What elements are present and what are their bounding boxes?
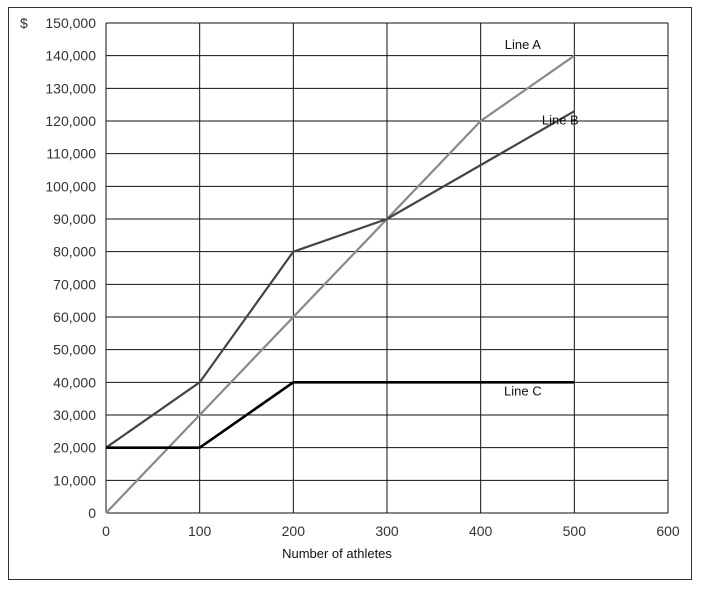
y-tick-label: 80,000: [53, 244, 96, 260]
chart-frame: [8, 7, 692, 580]
y-tick-label: 120,000: [45, 113, 96, 129]
x-tick-label: 500: [563, 523, 587, 539]
y-tick-label: 10,000: [53, 472, 96, 488]
y-tick-label: 110,000: [46, 146, 96, 162]
y-axis-currency-prefix: $: [20, 15, 28, 31]
x-tick-label: 400: [469, 523, 493, 539]
y-tick-label: 20,000: [53, 440, 96, 456]
series-labels: Line A Line B Line C: [504, 37, 579, 398]
y-tick-label: 140,000: [45, 48, 96, 64]
series-label-c: Line C: [504, 383, 542, 398]
y-tick-label: 60,000: [53, 309, 96, 325]
x-axis-ticks: 0 100 200 300 400 500 600: [102, 523, 680, 539]
x-tick-label: 100: [188, 523, 212, 539]
series-line-a: [105, 54, 575, 514]
y-tick-label: 50,000: [53, 342, 96, 358]
series-lines: [105, 54, 575, 514]
y-tick-label: 30,000: [53, 407, 96, 423]
y-tick-label: 90,000: [53, 211, 96, 227]
y-tick-label: 130,000: [45, 80, 96, 96]
y-tick-label: 150,000: [45, 15, 96, 31]
y-tick-label: 40,000: [53, 374, 96, 390]
y-tick-label: 0: [88, 505, 96, 521]
x-tick-label: 0: [102, 523, 110, 539]
grid: [105, 22, 669, 514]
y-axis-ticks: 0 10,000 20,000 30,000 40,000 50,000 60,000 70,…: [45, 15, 96, 521]
series-line-c: [106, 381, 575, 449]
x-tick-label: 600: [656, 523, 680, 539]
x-axis-title: Number of athletes: [282, 546, 392, 561]
series-label-a: Line A: [505, 37, 541, 52]
series-label-b: Line B: [542, 112, 579, 127]
series-line-b: [105, 110, 575, 449]
x-tick-label: 200: [282, 523, 306, 539]
y-tick-label: 70,000: [53, 276, 96, 292]
x-tick-label: 300: [375, 523, 399, 539]
y-tick-label: 100,000: [45, 178, 96, 194]
